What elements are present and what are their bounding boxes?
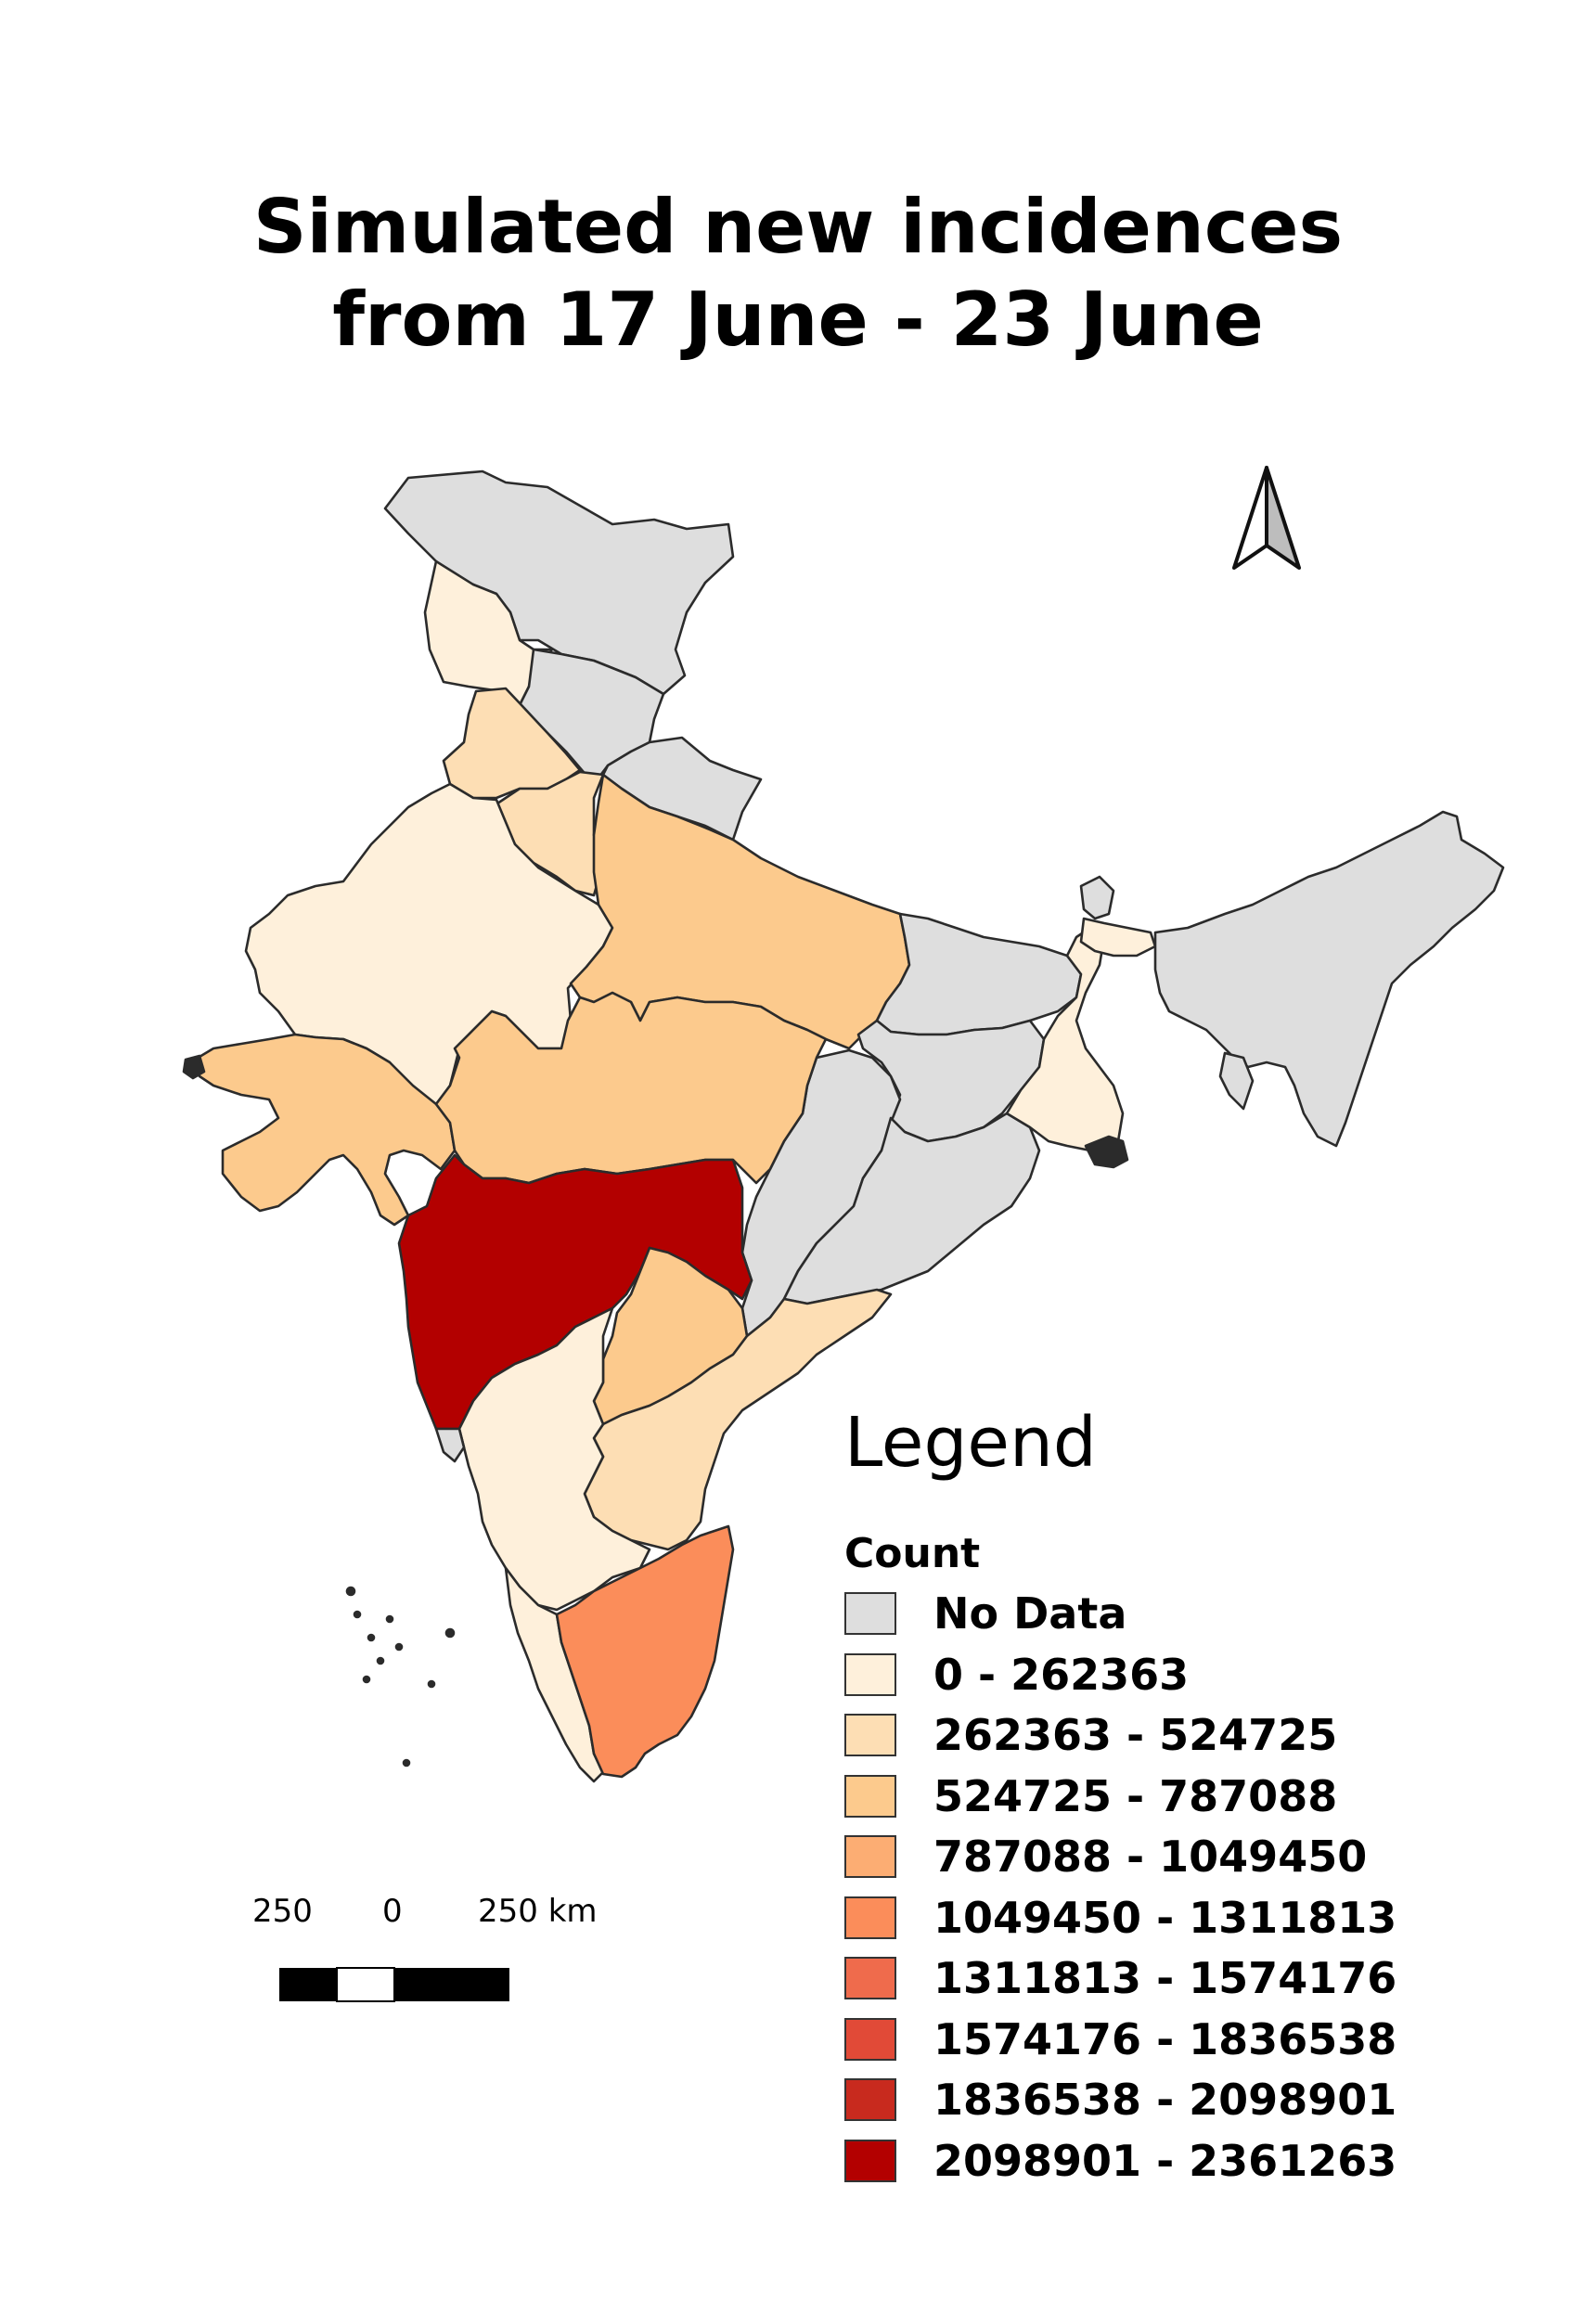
scale-label-right: 250 km — [478, 1893, 598, 1930]
legend-swatch — [844, 2139, 896, 2182]
legend-label: 1311813 - 1574176 — [933, 1953, 1397, 2003]
legend-swatch — [844, 1652, 896, 1696]
legend-swatch — [844, 1774, 896, 1818]
region-gujarat — [188, 1033, 457, 1227]
kutch-coast — [182, 1054, 206, 1080]
island — [345, 1586, 356, 1597]
map-title: Simulated new incidences from 17 June - … — [0, 181, 1596, 366]
legend-swatch — [844, 1835, 896, 1878]
region-madhya-pradesh — [434, 991, 828, 1185]
scale-label-left: 250 — [252, 1893, 313, 1930]
island — [427, 1679, 436, 1689]
legend-label: 1049450 - 1311813 — [933, 1892, 1397, 1943]
region-tamil-nadu — [555, 1524, 735, 1779]
region-uttarakhand — [601, 736, 763, 842]
legend-swatch — [844, 1592, 896, 1635]
title-line-1: Simulated new incidences — [252, 184, 1344, 270]
island — [385, 1614, 394, 1624]
region-tripura — [1218, 1051, 1255, 1111]
legend-title: Legend — [844, 1403, 1097, 1483]
legend-label: 1574176 - 1836538 — [933, 2013, 1397, 2064]
island — [376, 1656, 385, 1665]
legend: Legend Count No Data 0 - 262363 262363 - 5… — [844, 1401, 1550, 2190]
legend-subtitle: Count — [844, 1530, 981, 1577]
region-bihar — [875, 912, 1083, 1036]
island — [362, 1675, 371, 1684]
legend-label: 787088 - 1049450 — [933, 1832, 1368, 1882]
region-andhra-pradesh — [583, 1288, 893, 1551]
region-west-bengal — [1005, 926, 1125, 1157]
scale-label-zero: 0 — [382, 1893, 403, 1930]
legend-swatch — [844, 1896, 896, 1939]
legend-swatch — [844, 1714, 896, 1756]
legend-label: 262363 - 524725 — [933, 1710, 1338, 1760]
legend-swatch — [844, 2078, 896, 2121]
legend-label: 1836538 - 2098901 — [933, 2075, 1397, 2125]
legend-label: 524725 - 787088 — [933, 1770, 1338, 1821]
legend-swatch — [844, 1957, 896, 1999]
island — [402, 1758, 411, 1768]
island — [394, 1642, 404, 1652]
legend-label: No Data — [933, 1588, 1127, 1639]
region-goa — [434, 1427, 466, 1463]
scale-bar: 250 0 250 km — [241, 1893, 612, 2013]
region-northeast — [1153, 810, 1505, 1148]
island — [367, 1633, 376, 1642]
sundarbans-coast — [1084, 1135, 1129, 1169]
legend-swatch — [844, 2017, 896, 2061]
north-arrow-icon — [1232, 466, 1301, 570]
title-line-2: from 17 June - 23 June — [332, 276, 1264, 363]
region-sikkim — [1079, 875, 1115, 920]
scale-bar-graphic — [279, 1967, 509, 2002]
island — [444, 1627, 456, 1639]
region-north-bengal — [1079, 917, 1157, 958]
legend-label: 0 - 262363 — [933, 1649, 1190, 1700]
region-odisha — [782, 1112, 1041, 1305]
island — [353, 1610, 362, 1619]
legend-label: 2098901 - 2361263 — [933, 2135, 1397, 2186]
